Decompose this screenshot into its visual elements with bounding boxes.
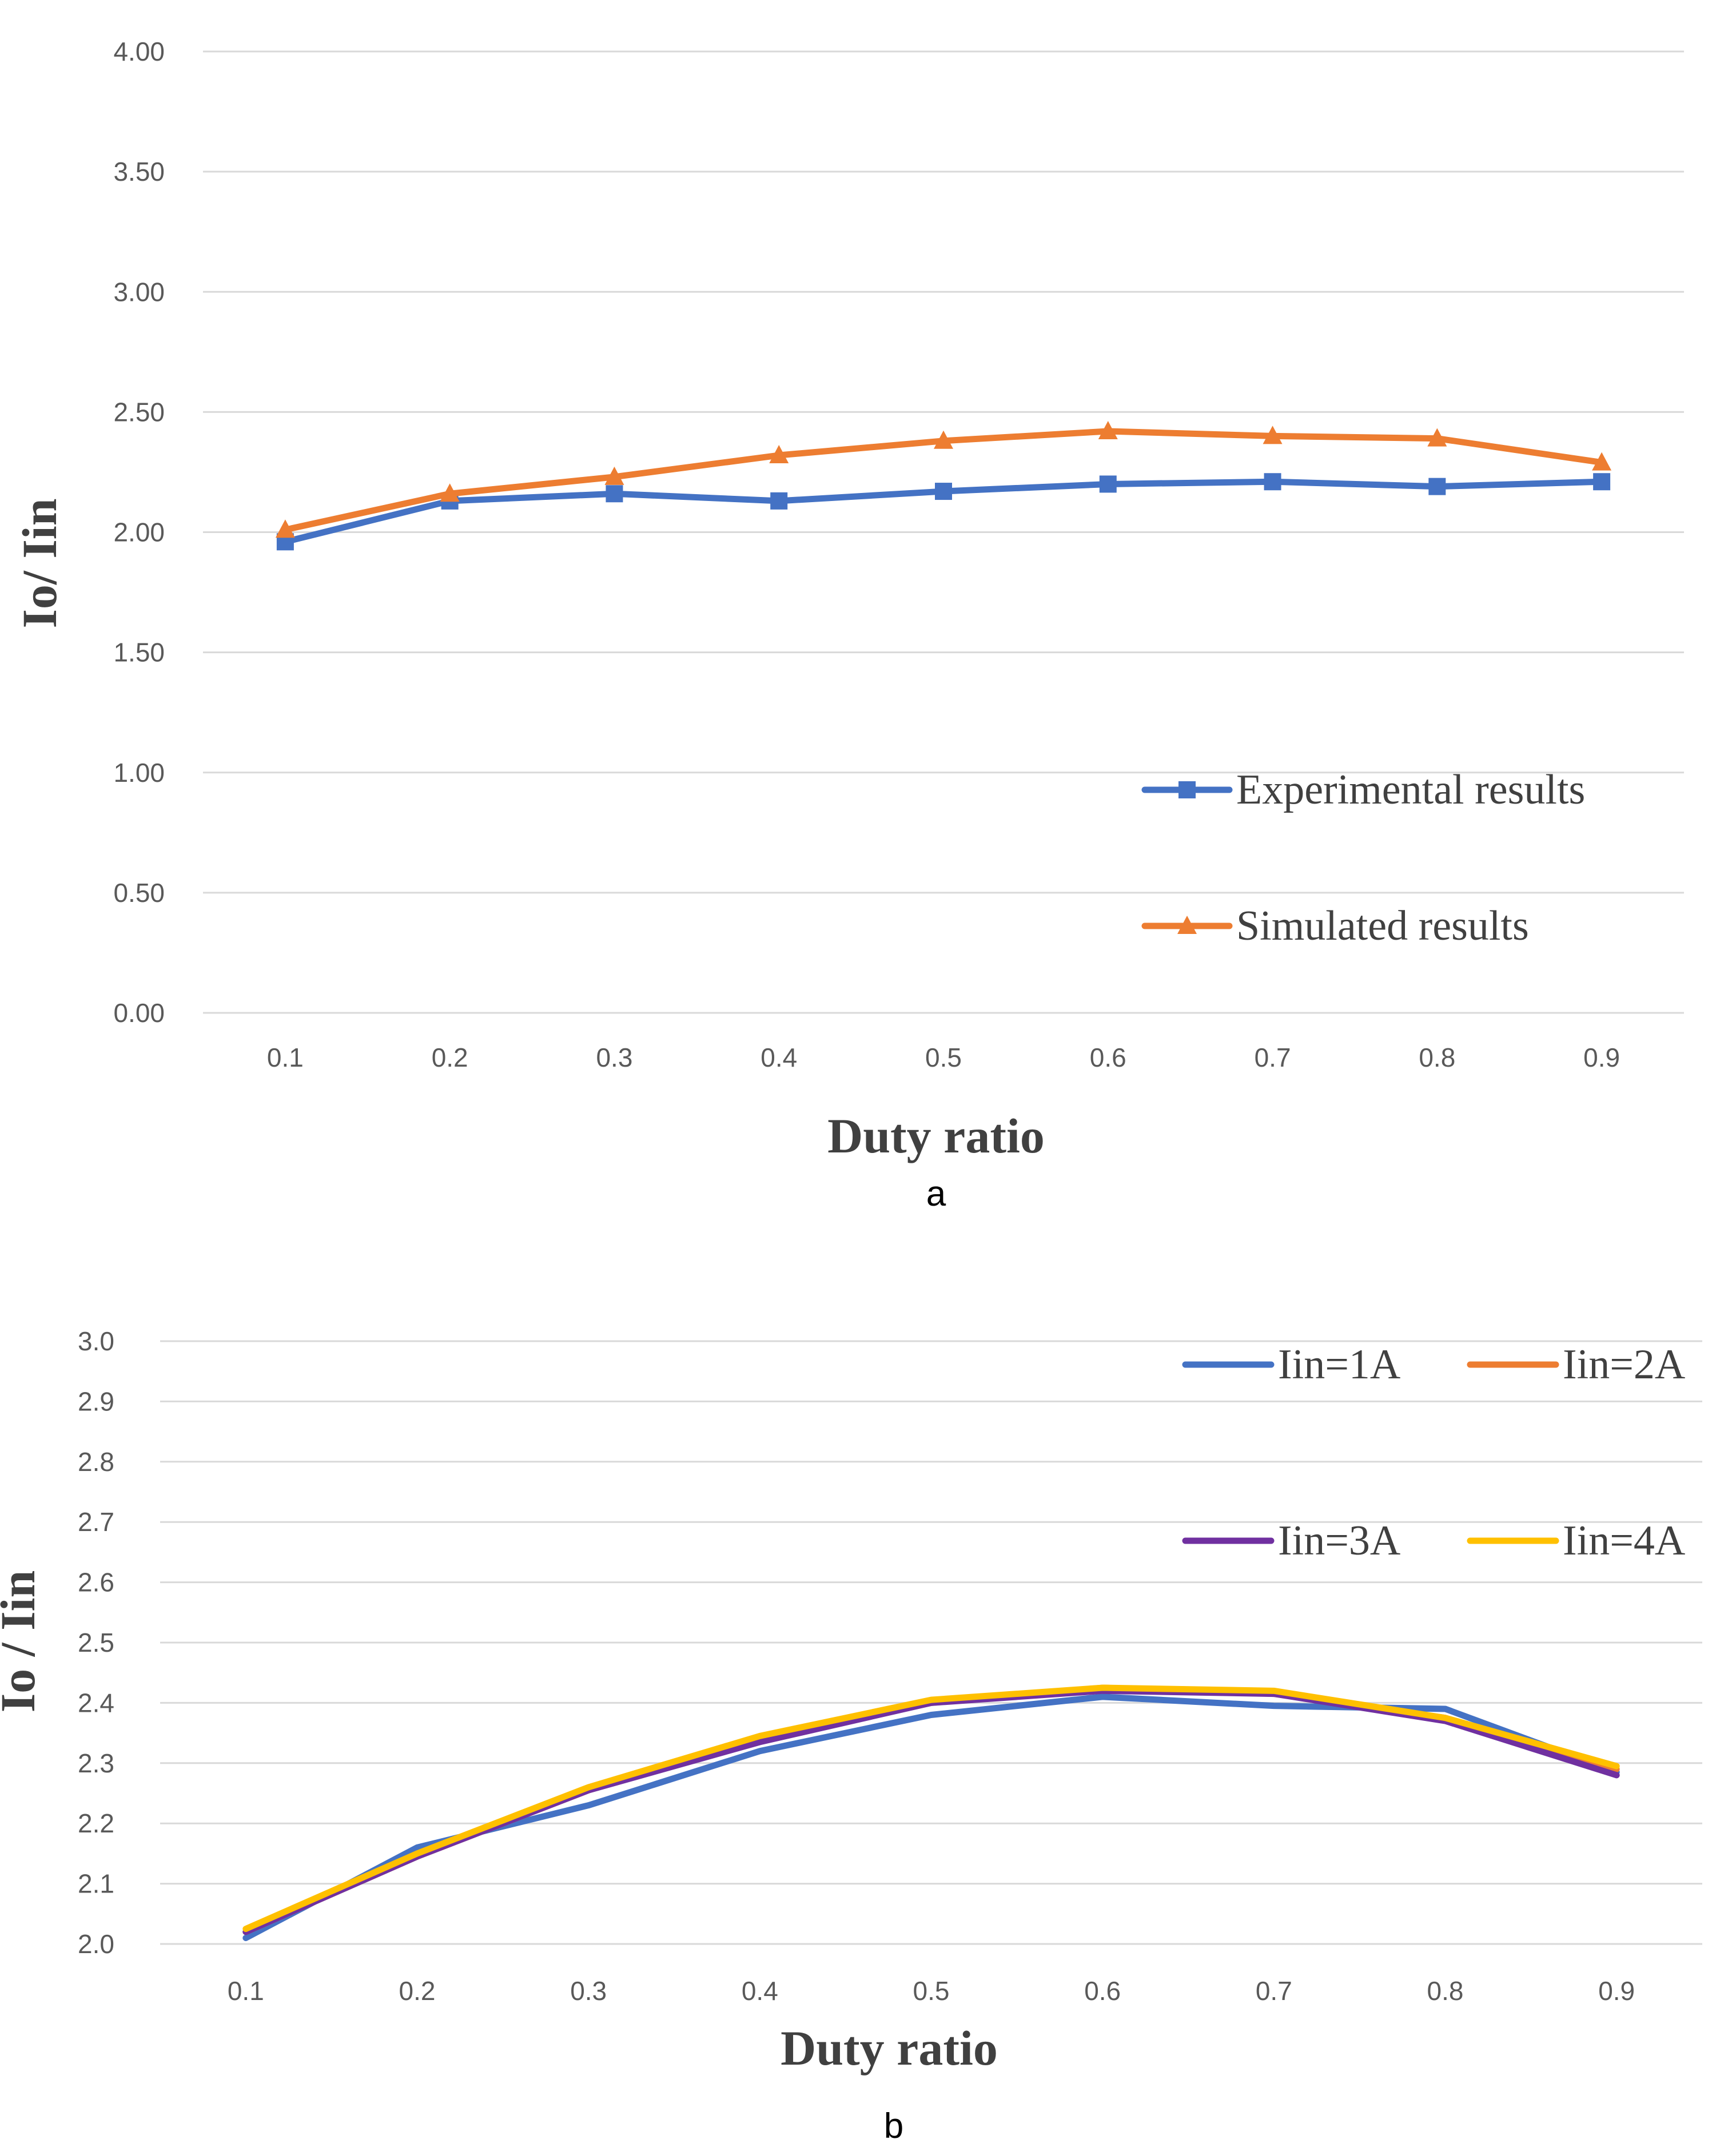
x-tick-label: 0.8: [1427, 1976, 1464, 2006]
caption-a: a: [926, 1174, 946, 1214]
x-tick-label: 0.6: [1090, 1043, 1126, 1072]
x-tick-label: 0.4: [742, 1976, 778, 2006]
data-point: [769, 445, 789, 464]
data-point: [1099, 475, 1117, 493]
data-point: [1098, 420, 1118, 439]
y-tick-label: 2.6: [78, 1568, 114, 1597]
x-axis-title: Duty ratio: [781, 2021, 998, 2076]
series-line: [242, 1693, 1620, 1941]
y-tick-label: 2.2: [78, 1808, 114, 1838]
x-tick-label: 0.4: [761, 1043, 797, 1072]
series-line: [242, 1684, 1620, 1935]
x-tick-label: 0.7: [1255, 1043, 1291, 1072]
y-tick-label: 2.5: [78, 1628, 114, 1657]
x-tick-label: 0.3: [570, 1976, 607, 2006]
data-point: [440, 483, 460, 502]
data-point: [1592, 452, 1612, 471]
y-tick-label: 2.8: [78, 1447, 114, 1477]
y-tick-label: 2.00: [113, 518, 165, 547]
x-tick-label: 0.1: [267, 1043, 304, 1072]
x-tick-label: 0.8: [1419, 1043, 1455, 1072]
data-point: [1427, 428, 1447, 447]
series-line: [242, 1687, 1620, 1935]
y-tick-label: 2.50: [113, 397, 165, 427]
y-tick-label: 2.7: [78, 1507, 114, 1537]
legend-marker: [1178, 781, 1196, 798]
legend-marker: [1177, 916, 1197, 934]
y-tick-label: 2.3: [78, 1748, 114, 1778]
x-tick-label: 0.1: [228, 1976, 264, 2006]
x-tick-label: 0.3: [596, 1043, 632, 1072]
chart-a: 0.00 0.50 1.00 1.50 2.00 2.50 3.00 3.50 4.00 0.1 0…: [12, 37, 1684, 1163]
data-point: [1264, 473, 1281, 491]
y-tick-label: 1.00: [113, 758, 165, 788]
data-point: [1263, 426, 1283, 444]
legend-label: Iin=2A: [1563, 1341, 1685, 1388]
y-axis-title: Io / Iin: [0, 1571, 45, 1713]
legend-label: Iin=4A: [1563, 1517, 1685, 1564]
y-tick-label: 4.00: [113, 37, 165, 66]
data-point: [275, 519, 295, 538]
data-point: [1428, 478, 1446, 495]
x-tick-label: 0.2: [432, 1043, 468, 1072]
data-point: [770, 492, 788, 510]
y-tick-label: 2.1: [78, 1869, 114, 1899]
legend-label: Iin=3A: [1278, 1517, 1400, 1564]
y-tick-label: 2.9: [78, 1386, 114, 1416]
y-tick-label: 0.50: [113, 878, 165, 908]
legend-label: Simulated results: [1236, 902, 1529, 949]
x-tick-label: 0.2: [399, 1976, 436, 2006]
y-tick-label: 3.50: [113, 157, 165, 186]
x-tick-label: 0.5: [925, 1043, 962, 1072]
data-point: [1593, 473, 1611, 491]
y-tick-label: 3.0: [78, 1326, 114, 1356]
y-axis-title: Io/ Iin: [12, 498, 67, 628]
y-tick-label: 3.00: [113, 277, 165, 307]
y-tick-label: 2.4: [78, 1688, 114, 1717]
y-tick-label: 0.00: [113, 998, 165, 1028]
data-point: [935, 483, 952, 500]
x-tick-label: 0.9: [1598, 1976, 1635, 2006]
x-axis-title: Duty ratio: [827, 1108, 1045, 1163]
legend-label: Experimental results: [1236, 766, 1585, 813]
x-tick-label: 0.5: [913, 1976, 950, 2006]
x-tick-label: 0.6: [1084, 1976, 1121, 2006]
chart-b: 2.0 2.1 2.2 2.3 2.4 2.5 2.6 2.7 2.8 2.9 3.0 0.1 0.2 0…: [0, 1326, 1702, 2076]
series-line: [242, 1684, 1620, 1933]
y-tick-label: 2.0: [78, 1929, 114, 1959]
legend-label: Iin=1A: [1278, 1341, 1400, 1388]
caption-b: b: [884, 2106, 903, 2146]
x-tick-label: 0.9: [1583, 1043, 1620, 1072]
data-point: [934, 430, 953, 449]
data-point: [606, 485, 623, 503]
x-tick-label: 0.7: [1256, 1976, 1292, 2006]
y-tick-label: 1.50: [113, 638, 165, 667]
data-point: [604, 466, 624, 485]
